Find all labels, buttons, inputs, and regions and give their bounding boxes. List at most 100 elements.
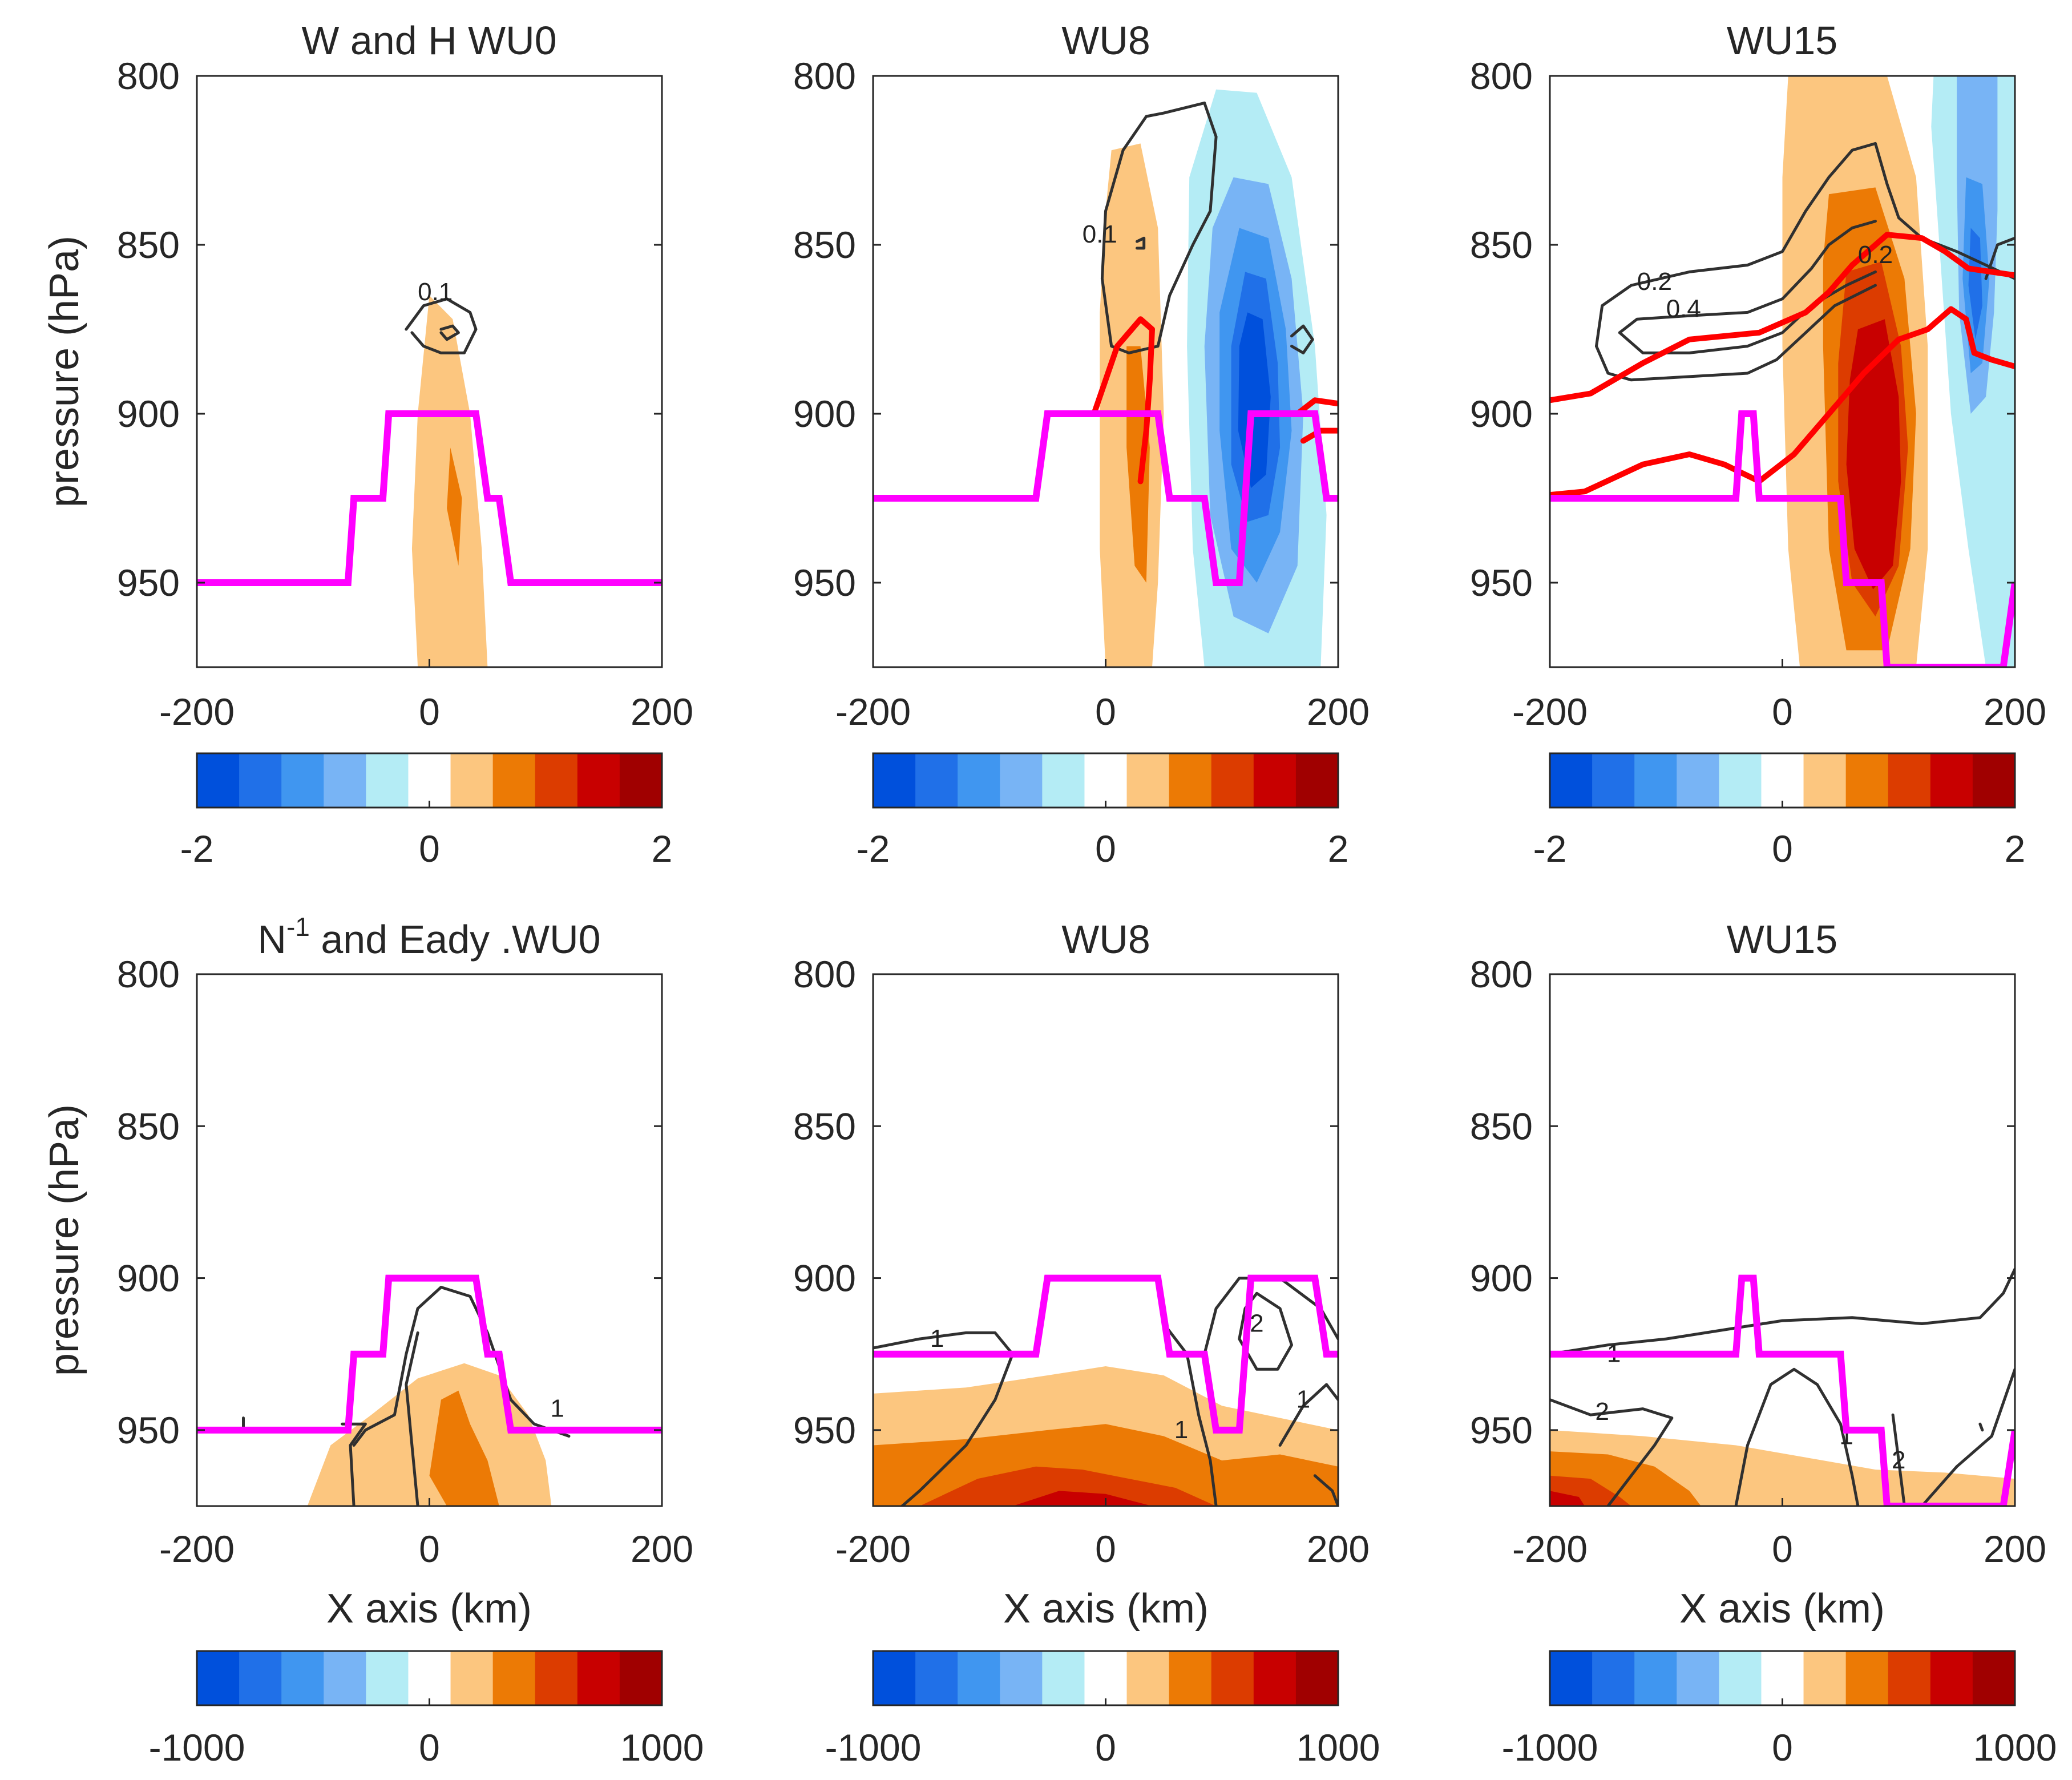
panel-d-colorbar-swatch-2 — [281, 1651, 324, 1705]
panel-f-colorbar-swatch-9 — [1930, 1651, 1973, 1705]
panel-b-colorbar-swatch-9 — [1253, 753, 1296, 808]
panel-c-profile-line — [1550, 410, 2015, 667]
panel-e-profile-line — [873, 1274, 1338, 1434]
panel-d-colorbar-tick-label-0: 0 — [419, 1726, 440, 1769]
panel-c-colorbar-swatch-1 — [1592, 753, 1635, 808]
panel-f-axes-box — [1549, 973, 2016, 1507]
panel-b-colorbar-swatch-10 — [1295, 753, 1339, 808]
panel-c-black-contour-1 — [1595, 284, 1877, 382]
panel-e-black-contour-1 — [1162, 1322, 1218, 1506]
panel-d-colorbar-tick-label-1000: 1000 — [620, 1726, 704, 1769]
panel-d-colorbar-swatch-6 — [450, 1651, 494, 1705]
panel-d-colorbar: -1000 0 1000 — [149, 1650, 704, 1769]
panel-d-ytick-label-800: 800 — [117, 953, 180, 995]
panel-a-ytick-label-850: 850 — [117, 224, 180, 266]
panel-c-colorbar-tick-label--2: -2 — [1533, 828, 1567, 870]
panel-f-colorbar-swatch-0 — [1550, 1651, 1593, 1705]
panel-b-colorbar-swatch-0 — [873, 753, 916, 808]
panel-e-colorbar-swatch-1 — [915, 1651, 958, 1705]
panel-a-colorbar-tick-label-0: 0 — [419, 828, 440, 870]
panel-c-ytick-label-850: 850 — [1470, 224, 1533, 266]
panel-f-colorbar-tick-label--1000: -1000 — [1502, 1726, 1598, 1769]
panel-d-colorbar-swatch-5 — [408, 1651, 451, 1705]
panel-c-colorbar-swatch-10 — [1972, 753, 2016, 808]
panel-a-black-contour-1 — [439, 324, 460, 341]
panel-e-ytick-label-900: 900 — [793, 1257, 856, 1299]
panel-b-colorbar-swatch-4 — [1042, 753, 1085, 808]
panel-a-colorbar-swatch-3 — [324, 753, 366, 808]
panel-c-black-contour-2 — [1618, 220, 1877, 334]
panel-e-xtick-label-200: 200 — [1307, 1528, 1370, 1570]
panel-f-colorbar-swatch-8 — [1888, 1651, 1931, 1705]
panel-a-colorbar-swatch-7 — [492, 753, 536, 808]
panel-d-xlabel: X axis (km) — [326, 1586, 532, 1632]
panel-b-colorbar-swatch-5 — [1084, 753, 1128, 808]
panel-e-black-contour-label-1: 1 — [1174, 1416, 1188, 1444]
panel-a-colorbar-swatch-8 — [535, 753, 578, 808]
panel-e-colorbar-swatch-10 — [1295, 1651, 1339, 1705]
panel-f-black-contour-4 — [1920, 1367, 2015, 1506]
panel-e-colorbar-swatch-5 — [1084, 1651, 1128, 1705]
panel-b-colorbar-swatch-3 — [1000, 753, 1043, 808]
panel-f-colorbar-swatch-3 — [1677, 1651, 1719, 1705]
panel-b-xtick-label-0: 0 — [1095, 691, 1116, 733]
panel-b-title: WU8 — [1061, 18, 1150, 63]
panel-e-colorbar-tick-label-1000: 1000 — [1296, 1726, 1380, 1769]
panel-c-black-contour-label-2: 0.4 — [1666, 294, 1701, 322]
panel-d-colorbar-swatch-0 — [197, 1651, 240, 1705]
panel-d-colorbar-tick-label--1000: -1000 — [149, 1726, 245, 1769]
panel-a-fill-level-2-1 — [447, 447, 462, 566]
panel-b-colorbar-tick-label--2: -2 — [857, 828, 890, 870]
panel-e-colorbar-swatch-6 — [1126, 1651, 1170, 1705]
panel-f-colorbar: -1000 0 1000 — [1502, 1650, 2057, 1769]
panel-b-colorbar-swatch-1 — [915, 753, 958, 808]
panel-e-fill-level-3-2 — [919, 1466, 1217, 1506]
panel-f-ytick-label-950: 950 — [1470, 1409, 1533, 1451]
panel-c-colorbar-swatch-7 — [1845, 753, 1889, 808]
panel-d-xtick-label-200: 200 — [631, 1528, 693, 1570]
panel-c-colorbar-swatch-5 — [1761, 753, 1804, 808]
panel-d-plot: 1 — [197, 1274, 662, 1506]
panel-c-colorbar-swatch-8 — [1888, 753, 1931, 808]
panel-e-black-contour-5 — [1313, 1474, 1338, 1506]
panel-f-colorbar-swatch-1 — [1592, 1651, 1635, 1705]
panel-c-colorbar-swatch-6 — [1803, 753, 1847, 808]
panel-d-black-contour-0 — [341, 1422, 367, 1506]
panel-a-ylabel: pressure (hPa) — [42, 236, 87, 507]
panel-c-black-contour-4 — [1984, 236, 2015, 280]
panel-f-black-contour-0 — [1550, 1268, 2015, 1356]
panel-f-black-contour-3 — [1891, 1413, 1906, 1506]
panel-e-black-contour-4 — [1278, 1383, 1338, 1447]
panel-d-ytick-label-850: 850 — [117, 1105, 180, 1147]
panel-a-colorbar-swatch-10 — [619, 753, 663, 808]
panel-b-xtick-label-200: 200 — [1307, 691, 1370, 733]
panel-a-xtick-label-200: 200 — [631, 691, 693, 733]
panel-e: WU8 1 1 2 1 800 850 900 950 -200 0 200 X axis (km… — [793, 917, 1380, 1769]
panel-c-black-contour-label-0: 0.2 — [1637, 268, 1672, 296]
panel-e-colorbar-swatch-3 — [1000, 1651, 1043, 1705]
panel-c-colorbar-swatch-2 — [1634, 753, 1677, 808]
panel-e-xlabel: X axis (km) — [1003, 1586, 1209, 1632]
panel-f-xtick-label-200: 200 — [1984, 1528, 2046, 1570]
panel-a-colorbar-tick-label-2: 2 — [652, 828, 673, 870]
panel-b-colorbar: -2 0 2 — [857, 752, 1348, 870]
panel-d-fill-level-1-0 — [307, 1363, 552, 1506]
panel-d-colorbar-swatch-7 — [492, 1651, 536, 1705]
panel-a-colorbar-swatch-5 — [408, 753, 451, 808]
panel-c-colorbar-swatch-3 — [1677, 753, 1719, 808]
panel-c-red-contour-0 — [1550, 232, 2015, 403]
panel-b-black-contour-1 — [1290, 324, 1314, 354]
panel-b-profile-line — [873, 410, 1338, 586]
panel-b-black-contour-2 — [1136, 236, 1146, 250]
panel-f-xtick-label-0: 0 — [1772, 1528, 1793, 1570]
panel-e-xtick-label-0: 0 — [1095, 1528, 1116, 1570]
panel-c-ytick-label-900: 900 — [1470, 393, 1533, 435]
panel-d-black-contour-1 — [352, 1286, 571, 1447]
panel-b-ytick-label-900: 900 — [793, 393, 856, 435]
panel-a-colorbar-swatch-2 — [281, 753, 324, 808]
panel-e-black-contour-label-0: 1 — [930, 1325, 944, 1353]
panel-b-black-contour-label-0: 0.1 — [1083, 220, 1117, 248]
panel-b-fill-level-2-1 — [1126, 346, 1150, 583]
